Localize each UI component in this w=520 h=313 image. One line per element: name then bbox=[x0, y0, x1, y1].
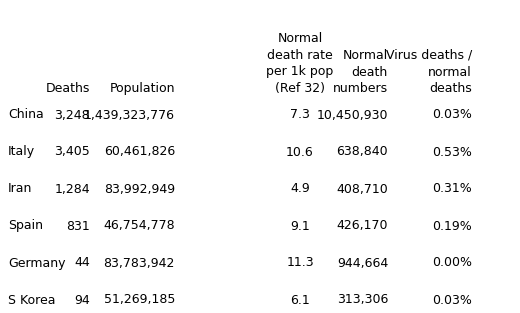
Text: 0.31%: 0.31% bbox=[432, 182, 472, 196]
Text: 11.3: 11.3 bbox=[286, 256, 314, 269]
Text: 0.19%: 0.19% bbox=[432, 219, 472, 233]
Text: Spain: Spain bbox=[8, 219, 43, 233]
Text: 46,754,778: 46,754,778 bbox=[103, 219, 175, 233]
Text: 1,284: 1,284 bbox=[55, 182, 90, 196]
Text: 6.1: 6.1 bbox=[290, 294, 310, 306]
Text: 7.3: 7.3 bbox=[290, 109, 310, 121]
Text: 0.00%: 0.00% bbox=[432, 256, 472, 269]
Text: Germany: Germany bbox=[8, 256, 66, 269]
Text: Iran: Iran bbox=[8, 182, 32, 196]
Text: 51,269,185: 51,269,185 bbox=[103, 294, 175, 306]
Text: 94: 94 bbox=[74, 294, 90, 306]
Text: 3,405: 3,405 bbox=[54, 146, 90, 158]
Text: 944,664: 944,664 bbox=[337, 256, 388, 269]
Text: 44: 44 bbox=[74, 256, 90, 269]
Text: 426,170: 426,170 bbox=[336, 219, 388, 233]
Text: Deaths: Deaths bbox=[46, 82, 90, 95]
Text: 1,439,323,776: 1,439,323,776 bbox=[84, 109, 175, 121]
Text: 408,710: 408,710 bbox=[336, 182, 388, 196]
Text: Normal
death
numbers: Normal death numbers bbox=[333, 49, 388, 95]
Text: 4.9: 4.9 bbox=[290, 182, 310, 196]
Text: 0.53%: 0.53% bbox=[432, 146, 472, 158]
Text: Population: Population bbox=[110, 82, 175, 95]
Text: Virus deaths /
normal
deaths: Virus deaths / normal deaths bbox=[386, 49, 472, 95]
Text: 831: 831 bbox=[66, 219, 90, 233]
Text: 313,306: 313,306 bbox=[336, 294, 388, 306]
Text: 60,461,826: 60,461,826 bbox=[104, 146, 175, 158]
Text: Italy: Italy bbox=[8, 146, 35, 158]
Text: Normal
death rate
per 1k pop
(Ref 32): Normal death rate per 1k pop (Ref 32) bbox=[266, 33, 334, 95]
Text: 10.6: 10.6 bbox=[286, 146, 314, 158]
Text: 0.03%: 0.03% bbox=[432, 109, 472, 121]
Text: 83,992,949: 83,992,949 bbox=[104, 182, 175, 196]
Text: 638,840: 638,840 bbox=[336, 146, 388, 158]
Text: S Korea: S Korea bbox=[8, 294, 56, 306]
Text: 3,248: 3,248 bbox=[55, 109, 90, 121]
Text: 0.03%: 0.03% bbox=[432, 294, 472, 306]
Text: 9.1: 9.1 bbox=[290, 219, 310, 233]
Text: 10,450,930: 10,450,930 bbox=[317, 109, 388, 121]
Text: China: China bbox=[8, 109, 44, 121]
Text: 83,783,942: 83,783,942 bbox=[103, 256, 175, 269]
